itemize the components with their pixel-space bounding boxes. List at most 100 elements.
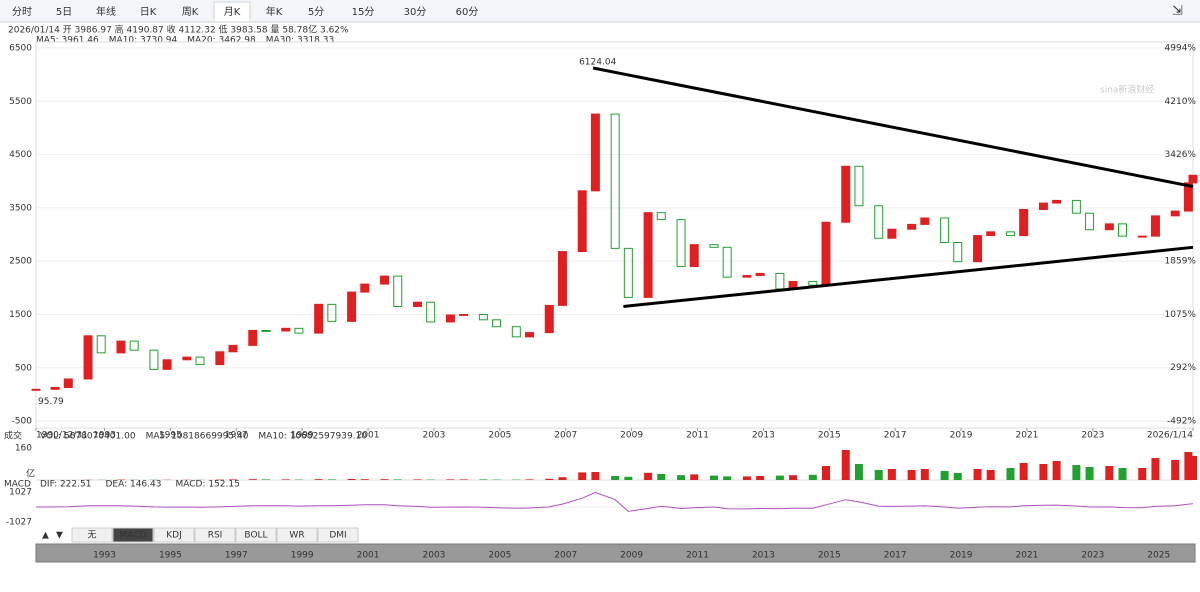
tab[interactable]: 15分 bbox=[352, 6, 375, 18]
y-tick-label: 6500 bbox=[9, 43, 32, 53]
annotation: 95.79 bbox=[38, 397, 64, 407]
y-tick-label: -500 bbox=[12, 417, 33, 427]
candle bbox=[841, 165, 851, 223]
navigator-label: 2023 bbox=[1081, 551, 1104, 561]
navigator-label: 2013 bbox=[752, 551, 775, 561]
y-tick-label: 5500 bbox=[9, 97, 32, 107]
candle bbox=[1183, 182, 1193, 212]
x-tick-label: 2013 bbox=[752, 431, 775, 441]
candle bbox=[96, 335, 106, 354]
indicator-tab[interactable]: DMI bbox=[329, 531, 346, 541]
candle bbox=[709, 244, 719, 248]
volume-bar bbox=[874, 470, 883, 480]
y2-tick-label: 1859% bbox=[1165, 257, 1197, 267]
x-tick-label: 1997 bbox=[225, 431, 248, 441]
navigator-label: 2021 bbox=[1016, 551, 1039, 561]
navigator-label: 2007 bbox=[554, 551, 577, 561]
macd-legend: DEA: 146.43 bbox=[105, 480, 161, 490]
active-tab-bg bbox=[213, 1, 251, 23]
candle bbox=[1019, 208, 1029, 237]
tab[interactable]: 年K bbox=[266, 5, 283, 18]
nav-up[interactable]: ▲ bbox=[42, 531, 49, 541]
candle bbox=[347, 291, 357, 322]
candle bbox=[1150, 215, 1160, 237]
volume-bar bbox=[690, 474, 699, 480]
candle bbox=[1071, 199, 1081, 214]
indicator-tab[interactable]: MACD bbox=[120, 531, 147, 541]
candle bbox=[854, 165, 864, 207]
tab[interactable]: 年线 bbox=[96, 5, 116, 18]
candle bbox=[577, 190, 587, 253]
macd-legend: DIF: 222.51 bbox=[40, 480, 91, 490]
candle bbox=[1137, 235, 1147, 238]
candle bbox=[459, 313, 469, 316]
volume-bar bbox=[380, 479, 389, 480]
indicator-tab-bg bbox=[71, 527, 113, 543]
candle bbox=[195, 356, 205, 366]
candle bbox=[973, 235, 983, 263]
tab[interactable]: 月K bbox=[224, 6, 241, 18]
indicator-tab[interactable]: 无 bbox=[87, 530, 96, 541]
tab[interactable]: 分时 bbox=[12, 6, 32, 18]
volume-bar bbox=[920, 469, 929, 480]
expand-icon[interactable]: ⇲ bbox=[1172, 4, 1183, 19]
volume-bar bbox=[558, 477, 567, 480]
candle bbox=[31, 388, 41, 391]
navigator[interactable] bbox=[35, 543, 1196, 563]
volume-bar bbox=[525, 479, 534, 480]
candle bbox=[63, 378, 73, 388]
volume-bar bbox=[854, 464, 863, 480]
volume-bar bbox=[261, 479, 270, 480]
indicator-tab[interactable]: RSI bbox=[208, 531, 223, 541]
x-tick-label: 1993 bbox=[93, 431, 116, 441]
volume-bar bbox=[611, 476, 620, 480]
volume-bar bbox=[459, 479, 468, 480]
volume-bar bbox=[822, 466, 831, 480]
y-tick-label: 2500 bbox=[9, 257, 32, 267]
navigator-label: 2001 bbox=[357, 551, 380, 561]
candle bbox=[327, 303, 337, 322]
candle bbox=[1117, 223, 1127, 237]
candle bbox=[294, 327, 304, 334]
indicator-tab-bg bbox=[276, 527, 318, 543]
indicator-tab[interactable]: WR bbox=[289, 531, 304, 541]
volume-bar bbox=[578, 472, 587, 480]
volume-bar bbox=[756, 476, 765, 480]
x-tick-label: 2023 bbox=[1081, 431, 1104, 441]
volume-bar bbox=[545, 478, 554, 480]
tab[interactable]: 周K bbox=[182, 6, 199, 18]
x-tick-label: 2003 bbox=[423, 431, 446, 441]
x-tick-label: 2009 bbox=[620, 431, 643, 441]
volume-bar bbox=[709, 475, 718, 480]
tab[interactable]: 30分 bbox=[404, 6, 427, 18]
nav-down[interactable]: ▼ bbox=[56, 531, 63, 541]
y2-tick-label: 4210% bbox=[1165, 97, 1197, 107]
trendline bbox=[592, 66, 1194, 189]
info-line: 2026/01/14 开 3986.97 高 4190.87 收 4112.32… bbox=[8, 24, 349, 36]
tab[interactable]: 5日 bbox=[56, 7, 72, 18]
candle bbox=[656, 212, 666, 221]
candle bbox=[50, 386, 60, 390]
navigator-label: 2015 bbox=[818, 551, 841, 561]
candle bbox=[182, 356, 192, 361]
tab[interactable]: 5分 bbox=[308, 6, 324, 18]
tab[interactable]: 日K bbox=[140, 7, 157, 18]
candle bbox=[676, 219, 686, 268]
indicator-tab-bg bbox=[194, 527, 236, 543]
candle bbox=[426, 301, 436, 323]
candle bbox=[1085, 212, 1095, 231]
candle bbox=[887, 228, 897, 239]
volume-unit: 亿 bbox=[26, 468, 35, 480]
volume-bar bbox=[723, 476, 732, 480]
indicator-tab-bg bbox=[317, 527, 359, 543]
candle bbox=[116, 340, 126, 354]
volume-tick: 160 bbox=[15, 444, 32, 454]
tab[interactable]: 60分 bbox=[456, 6, 479, 18]
x-tick-label: 2026/1/14 bbox=[1147, 431, 1193, 441]
x-tick-label: 1990/12/31 bbox=[36, 431, 88, 441]
indicator-tab[interactable]: KDJ bbox=[166, 531, 182, 541]
indicator-tab[interactable]: BOLL bbox=[244, 531, 267, 541]
navigator-label: 1997 bbox=[225, 551, 248, 561]
x-tick-label: 2005 bbox=[488, 431, 511, 441]
